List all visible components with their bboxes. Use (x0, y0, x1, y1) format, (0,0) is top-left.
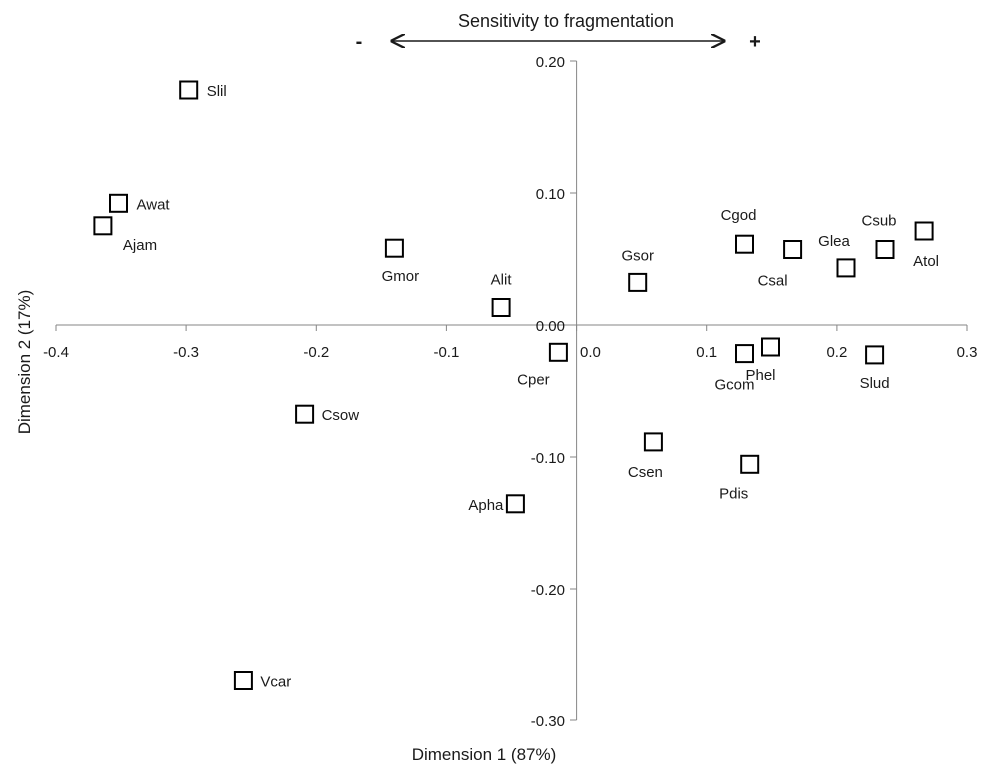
x-axis: -0.4 -0.3 -0.2 -0.1 0.0 0.1 0.2 0.3 (43, 324, 978, 361)
data-point-atol: Atol (913, 221, 939, 270)
point-marker-csen (643, 432, 663, 452)
annotation-text: Sensitivity to fragmentation (458, 11, 674, 31)
data-point-vcar: Vcar (233, 671, 291, 691)
x-axis-title: Dimension 1 (87%) (412, 745, 557, 764)
point-marker-alit (491, 298, 511, 317)
point-marker-csub (875, 240, 895, 259)
point-label-pdis: Pdis (719, 485, 748, 502)
point-label-cgod: Cgod (721, 207, 757, 224)
data-point-cgod: Cgod (721, 207, 757, 254)
point-label-csow: Csow (322, 407, 360, 424)
point-marker-phel (761, 337, 780, 357)
x-tick-label: -0.1 (433, 344, 459, 361)
point-marker-apha (505, 494, 525, 514)
point-marker-csow (295, 404, 315, 424)
x-tick-label: 0.3 (957, 344, 978, 361)
point-marker-pdis (740, 454, 760, 474)
data-point-phel: Phel (745, 337, 780, 384)
data-point-apha: Apha (468, 494, 525, 514)
point-label-cper: Cper (517, 371, 550, 388)
point-marker-awat (109, 193, 128, 213)
point-label-alit: Alit (491, 272, 513, 289)
y-axis: 0.20 0.10 0.00 -0.10 -0.20 -0.30 (531, 54, 578, 730)
data-point-gcom: Gcom (714, 344, 755, 394)
point-label-csub: Csub (861, 213, 896, 230)
y-tick-label: -0.10 (531, 450, 565, 467)
point-marker-gmor (384, 238, 404, 258)
point-marker-vcar (233, 671, 253, 690)
x-tick-label: -0.2 (303, 344, 329, 361)
data-point-cper: Cper (517, 342, 568, 388)
x-tick-label: -0.4 (43, 344, 69, 361)
y-tick-label: 0.10 (536, 186, 565, 203)
x-tick-label: -0.3 (173, 344, 199, 361)
point-label-atol: Atol (913, 253, 939, 270)
data-point-slil: Slil (179, 80, 227, 100)
data-point-pdis: Pdis (719, 454, 760, 502)
data-point-csen: Csen (628, 432, 663, 481)
point-label-apha: Apha (468, 497, 504, 514)
point-marker-ajam (93, 216, 113, 236)
data-point-awat: Awat (109, 193, 171, 213)
point-marker-cper (548, 342, 568, 362)
data-point-csow: Csow (295, 404, 360, 424)
point-label-ajam: Ajam (123, 237, 157, 254)
y-tick-label: -0.30 (531, 713, 565, 730)
point-label-awat: Awat (137, 196, 171, 213)
point-label-slud: Slud (860, 375, 890, 392)
x-tick-label: 0.1 (696, 344, 717, 361)
data-point-slud: Slud (860, 345, 890, 392)
point-label-gcom: Gcom (714, 377, 754, 394)
point-label-gmor: Gmor (382, 268, 420, 285)
point-marker-gcom (735, 344, 754, 364)
point-label-slil: Slil (207, 83, 227, 100)
point-label-csen: Csen (628, 464, 663, 481)
point-label-csal: Csal (758, 273, 788, 290)
y-tick-label: 0.20 (536, 54, 565, 71)
point-marker-gsor (628, 272, 648, 292)
point-label-glea: Glea (818, 233, 850, 250)
point-label-gsor: Gsor (621, 247, 654, 264)
y-tick-label: 0.00 (536, 318, 565, 335)
point-label-phel: Phel (745, 367, 775, 384)
data-point-csub: Csub (861, 213, 897, 259)
data-point-alit: Alit (491, 272, 513, 317)
data-point-ajam: Ajam (93, 216, 157, 254)
point-marker-cgod (735, 234, 754, 254)
data-points: Slil Awat Ajam Gmor Alit Cper Csow Apha Vcar Gsor… (93, 80, 939, 691)
annotation-minus: - (356, 31, 363, 53)
data-point-glea: Glea (818, 233, 856, 278)
point-marker-csal (783, 240, 803, 259)
data-point-csal: Csal (758, 240, 803, 290)
x-tick-label: 0.2 (826, 344, 847, 361)
data-point-gsor: Gsor (621, 247, 654, 292)
annotation-plus: + (749, 31, 761, 53)
point-marker-glea (836, 258, 856, 278)
data-point-gmor: Gmor (382, 238, 420, 285)
x-tick-label: 0.0 (580, 344, 601, 361)
point-marker-slil (179, 80, 199, 100)
y-tick-label: -0.20 (531, 582, 565, 599)
y-axis-title: Dimension 2 (17%) (15, 290, 34, 435)
point-label-vcar: Vcar (260, 674, 291, 691)
point-marker-atol (914, 221, 934, 241)
point-marker-slud (865, 345, 885, 365)
